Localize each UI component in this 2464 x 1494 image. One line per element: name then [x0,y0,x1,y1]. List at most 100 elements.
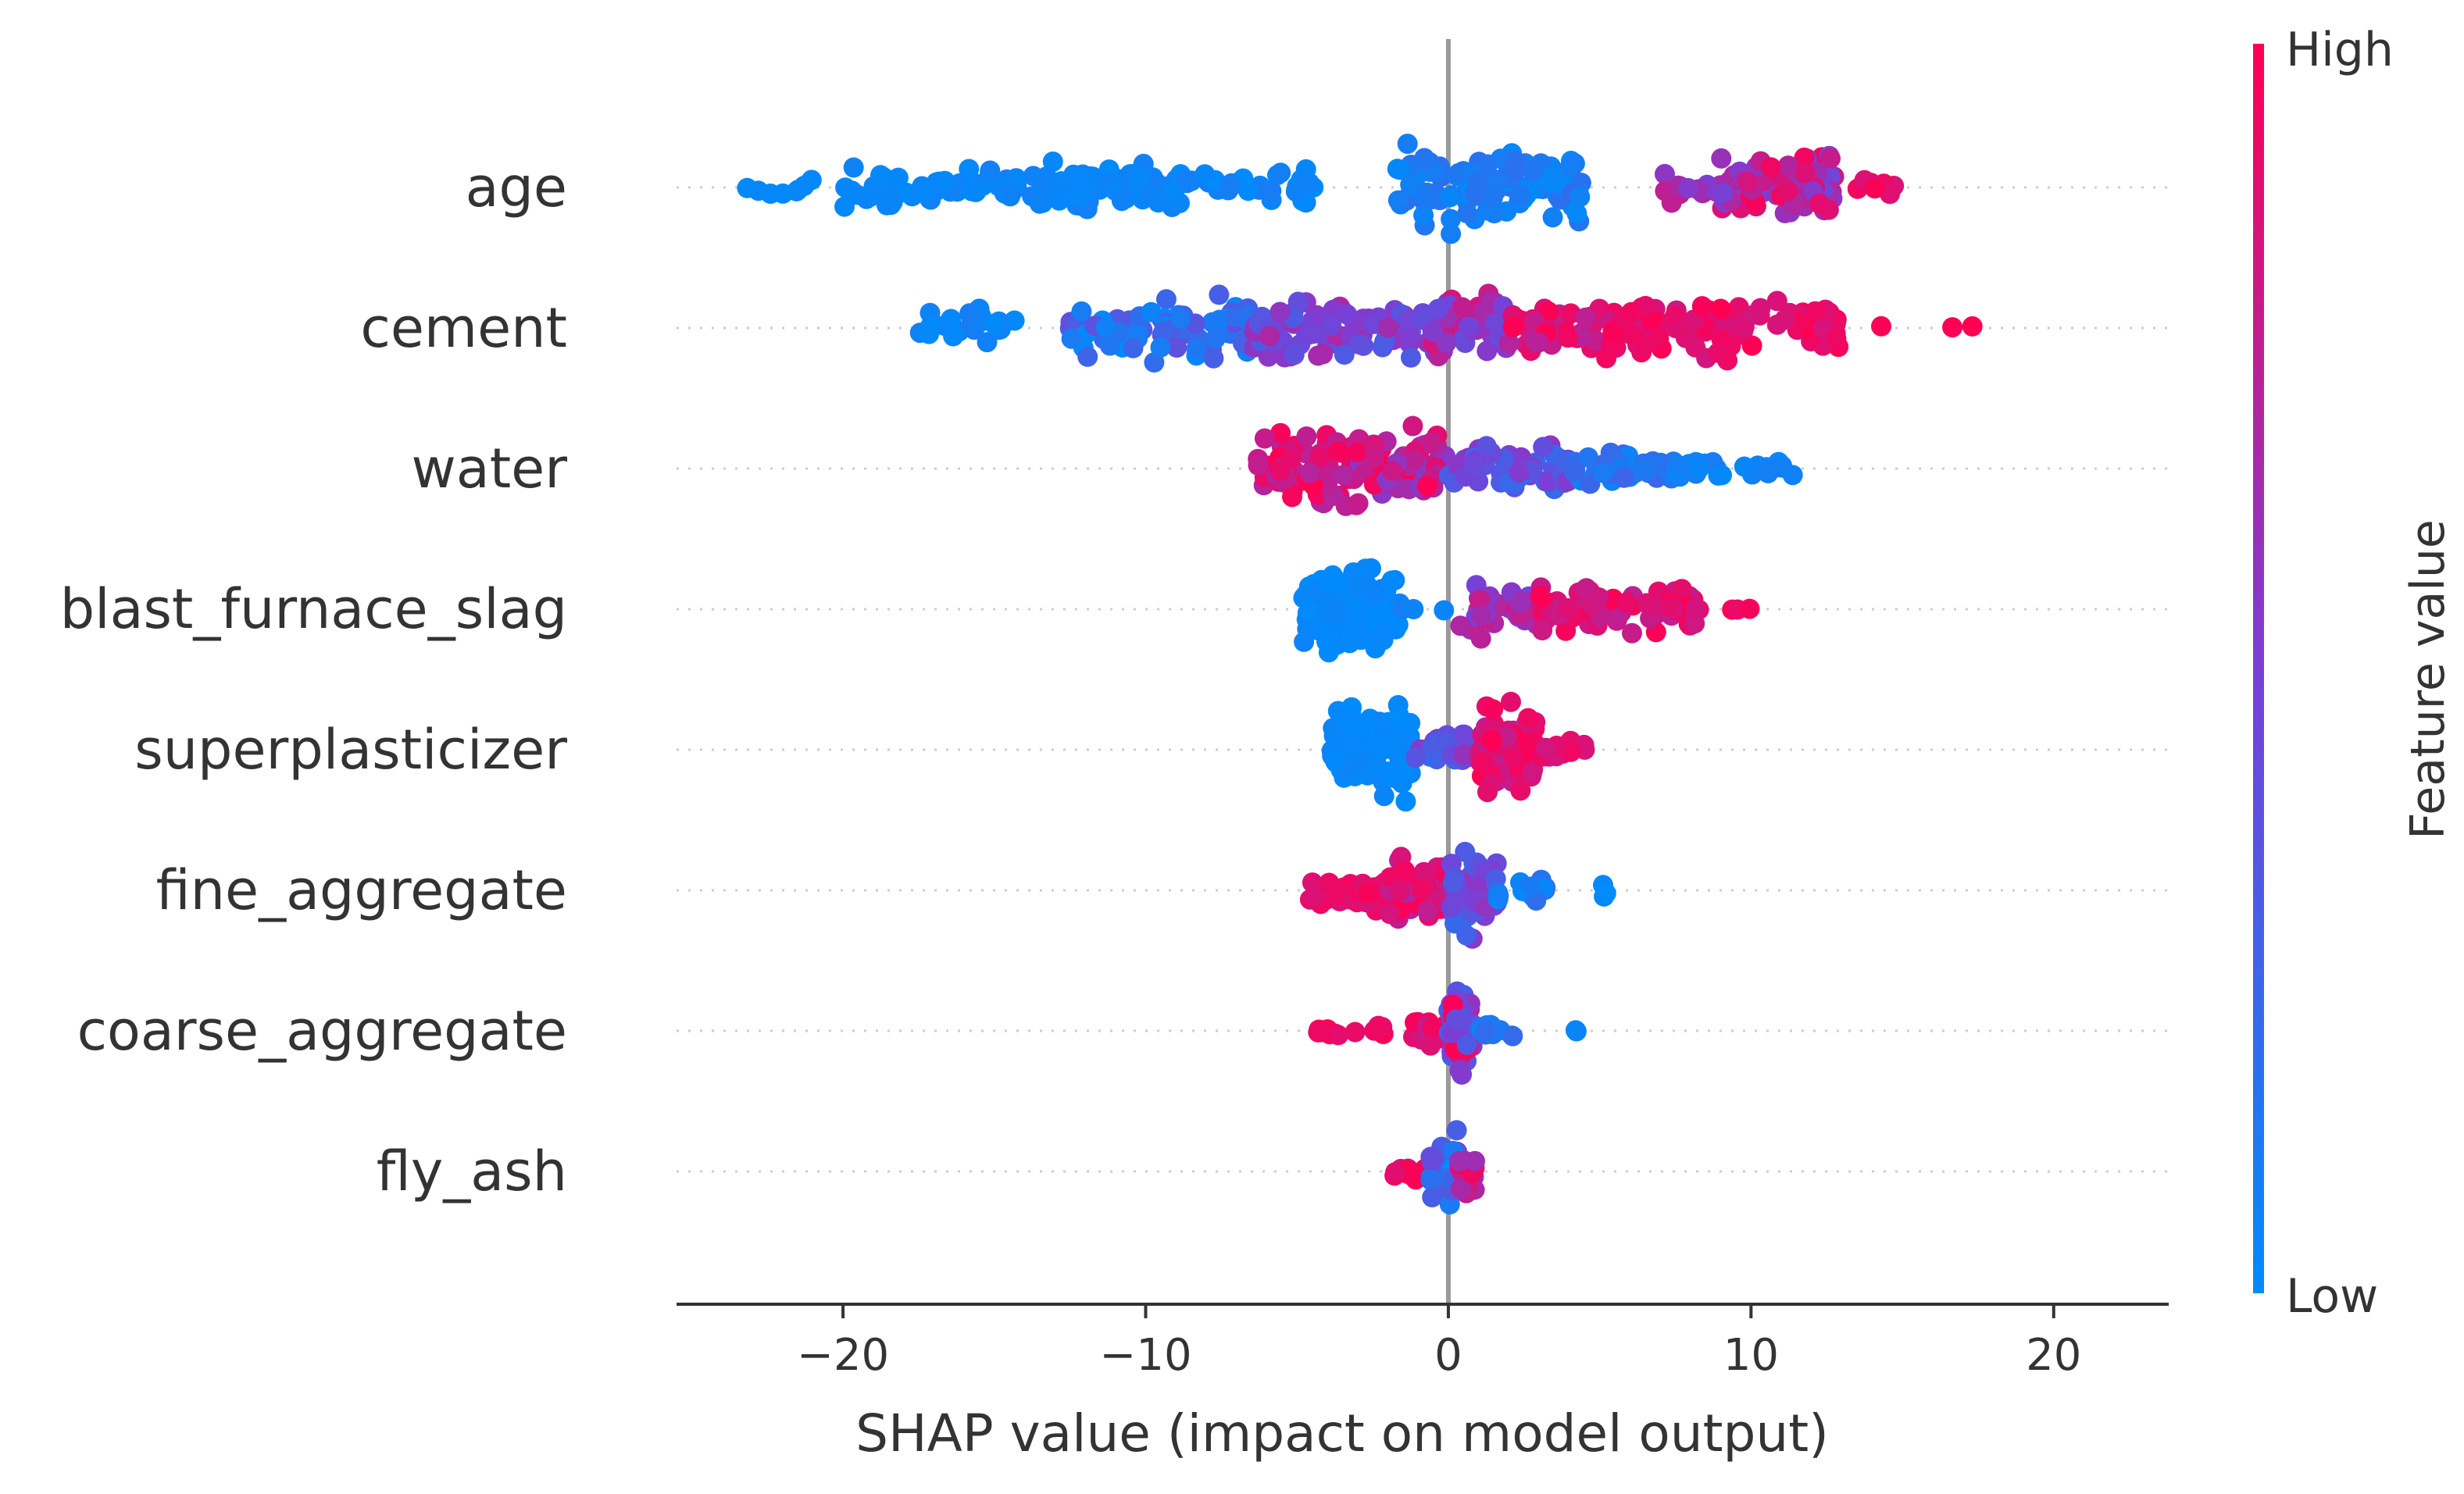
shap-point [1465,1150,1485,1171]
shap-point [1070,166,1090,187]
shap-point [1449,1151,1469,1171]
x-tick-label: −10 [1099,1330,1191,1381]
shap-point [843,157,864,178]
shap-point [1523,162,1544,182]
feature-points-superplasticizer [1321,691,1595,812]
shap-point [860,186,881,207]
shap-point [1470,605,1491,626]
shap-point [1588,587,1609,608]
shap-point [1413,861,1434,882]
colorbar-low-label: Low [2286,1269,2378,1324]
shap-point [1205,328,1226,349]
shap-point [1809,193,1830,214]
shap-point [1777,180,1798,201]
feature-points-fly_ash [1384,1120,1485,1215]
shap-point [1061,328,1082,349]
shap-point [1758,462,1779,483]
shap-point [1400,712,1421,733]
shap-point [1543,167,1564,188]
shap-point [1175,170,1196,191]
feature-label-coarse_aggregate: coarse_aggregate [77,999,567,1063]
shap-point [1607,608,1628,629]
shap-point [1170,193,1190,213]
shap-point [1449,1060,1470,1081]
shap-point [1373,722,1394,743]
shap-point [1324,881,1345,902]
shap-point [1457,203,1478,224]
shap-point [1420,1146,1441,1168]
shap-point [1387,615,1409,635]
shap-point [1455,841,1476,862]
shap-point [1454,724,1475,745]
shap-point [1488,885,1509,906]
shap-point [1361,558,1381,579]
shap-point [1472,751,1493,772]
shap-point [877,194,897,216]
shap-point [959,303,980,324]
shap-point [1420,1170,1441,1191]
shap-point [1509,462,1530,483]
shap-point [1327,440,1348,462]
shap-point [1034,177,1055,198]
shap-point [1712,183,1734,204]
shap-point [1942,317,1963,338]
feature-labels: age cement water blast_furnace_slag superpla… [60,155,568,1203]
shap-point [1398,328,1419,348]
shap-point [801,169,822,191]
feature-points-age [737,134,1905,244]
shap-point [1794,147,1815,168]
shap-point [1542,207,1563,228]
feature-label-blast_furnace_slag: blast_furnace_slag [60,577,567,641]
shap-point [1261,180,1282,201]
shap-point [980,160,1001,181]
shap-point [1616,592,1637,613]
shap-point [1420,1035,1441,1056]
row-gridlines [677,186,2169,1173]
shap-point [1195,164,1216,185]
shap-point [1284,344,1305,365]
shap-point [1708,342,1728,363]
shap-point [1477,341,1498,362]
shap-point [1655,163,1675,184]
shap-point [1510,780,1531,801]
shap-point [1298,601,1319,622]
shap-point [1287,291,1309,312]
shap-point [1147,190,1168,211]
shap-point [1456,1034,1477,1055]
shap-point [1459,316,1480,337]
shap-point [1220,177,1241,198]
shap-point [1155,289,1177,310]
shap-point [1575,307,1596,328]
shap-point [1427,298,1448,319]
shap-point [1558,327,1578,348]
shap-point [1826,328,1847,349]
shap-point [1099,335,1120,356]
shap-point [1636,593,1657,614]
shap-point [1466,876,1487,897]
shap-point [834,196,855,217]
colorbar-title: Feature value [2401,519,2455,840]
shap-point [1677,177,1698,198]
shap-point [1441,897,1462,918]
shap-point [1344,1022,1366,1043]
shap-point [1734,456,1755,477]
shap-point [1564,153,1585,174]
x-ticks: −20 −10 0 10 20 [797,1304,2081,1381]
shap-point [1385,1162,1406,1182]
shap-point [1413,205,1434,226]
shap-point [1518,708,1539,729]
shap-point [1578,447,1598,468]
shap-point [1484,313,1505,334]
shap-point [1476,436,1497,457]
shap-point [1387,190,1409,211]
shap-point [1446,1120,1467,1141]
shap-point [1450,615,1471,636]
shap-point [737,177,758,198]
shap-point [1687,459,1709,480]
shap-point [1440,187,1461,208]
shap-point [1467,172,1488,193]
shap-point [1309,1022,1330,1043]
shap-point [1481,730,1502,751]
shap-point [1622,622,1642,644]
shap-point [1532,620,1553,640]
